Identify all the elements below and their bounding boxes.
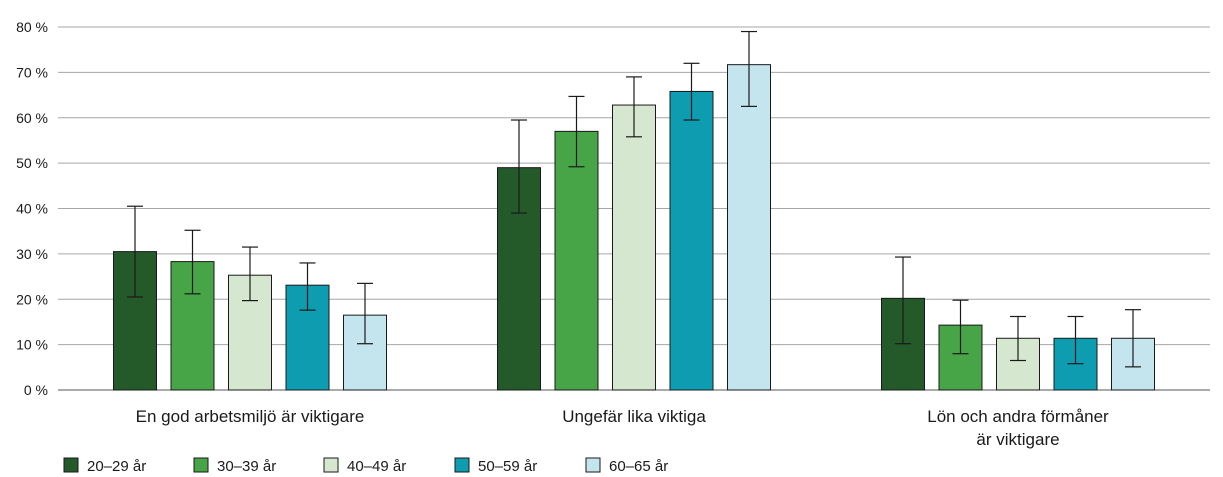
legend-label: 30–39 år xyxy=(217,458,276,475)
y-tick-label: 70 % xyxy=(16,64,48,80)
legend-label: 20–29 år xyxy=(87,458,146,475)
error-bar xyxy=(952,299,969,355)
error-bar xyxy=(1010,315,1026,362)
error-bar xyxy=(299,262,316,311)
y-axis-ticks: 0 % 10 % 20 % 30 % 40 % 50 % 60 % 70 % 80 % xyxy=(16,19,48,398)
x-category-label: Ungefär lika viktiga xyxy=(562,407,706,426)
error-bars xyxy=(127,30,1141,368)
error-bar xyxy=(357,282,373,345)
bar xyxy=(938,324,983,391)
x-category-label: är viktigare xyxy=(976,430,1059,449)
error-bar xyxy=(741,30,757,108)
y-tick-label: 0 % xyxy=(24,382,48,398)
bar xyxy=(554,130,599,391)
y-tick-label: 10 % xyxy=(16,337,48,353)
legend-swatch xyxy=(585,457,601,473)
x-category-label: En god arbetsmiljö är viktigare xyxy=(136,407,365,426)
bar xyxy=(612,104,656,391)
error-bar xyxy=(242,246,258,302)
legend-swatch xyxy=(63,457,79,473)
error-bar xyxy=(568,95,585,168)
legend-item: 50–59 år xyxy=(454,457,537,475)
legend: 20–29 år 30–39 år 40–49 år 50–59 år 60–65 år xyxy=(63,457,668,475)
y-tick-label: 60 % xyxy=(16,110,48,126)
error-bar xyxy=(184,229,201,295)
legend-swatch xyxy=(193,457,209,473)
legend-label: 60–65 år xyxy=(609,458,668,475)
error-bar xyxy=(626,76,642,138)
error-bar xyxy=(127,205,143,298)
legend-swatch xyxy=(454,457,470,473)
y-tick-label: 50 % xyxy=(16,155,48,171)
y-tick-label: 30 % xyxy=(16,246,48,262)
error-bar xyxy=(895,256,911,345)
legend-item: 60–65 år xyxy=(585,457,668,475)
bars xyxy=(113,64,1155,391)
legend-item: 30–39 år xyxy=(193,457,276,475)
legend-label: 40–49 år xyxy=(347,458,406,475)
y-tick-label: 80 % xyxy=(16,19,48,35)
bar xyxy=(669,90,714,391)
legend-item: 20–29 år xyxy=(63,457,146,475)
legend-item: 40–49 år xyxy=(323,457,406,475)
bar xyxy=(727,64,771,391)
legend-label: 50–59 år xyxy=(478,458,537,475)
error-bar xyxy=(1067,315,1084,365)
category-labels: En god arbetsmiljö är viktigare Ungefär l… xyxy=(136,407,1109,449)
error-bar xyxy=(511,119,527,214)
error-bar xyxy=(1125,309,1141,368)
y-tick-label: 40 % xyxy=(16,201,48,217)
y-tick-label: 20 % xyxy=(16,291,48,307)
legend-swatch xyxy=(323,457,339,473)
error-bar xyxy=(683,62,700,121)
x-category-label: Lön och andra förmåner xyxy=(927,407,1109,426)
